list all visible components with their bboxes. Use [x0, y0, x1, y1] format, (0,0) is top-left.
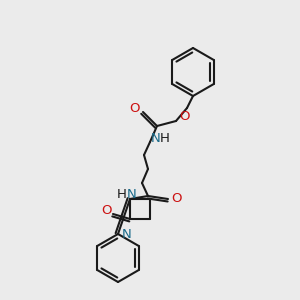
Text: N: N [122, 227, 132, 241]
Text: H: H [117, 188, 127, 200]
Text: O: O [130, 103, 140, 116]
Text: O: O [101, 203, 111, 217]
Text: O: O [171, 191, 181, 205]
Text: N: N [151, 131, 161, 145]
Text: O: O [179, 110, 189, 124]
Text: H: H [160, 131, 170, 145]
Text: N: N [127, 188, 137, 200]
